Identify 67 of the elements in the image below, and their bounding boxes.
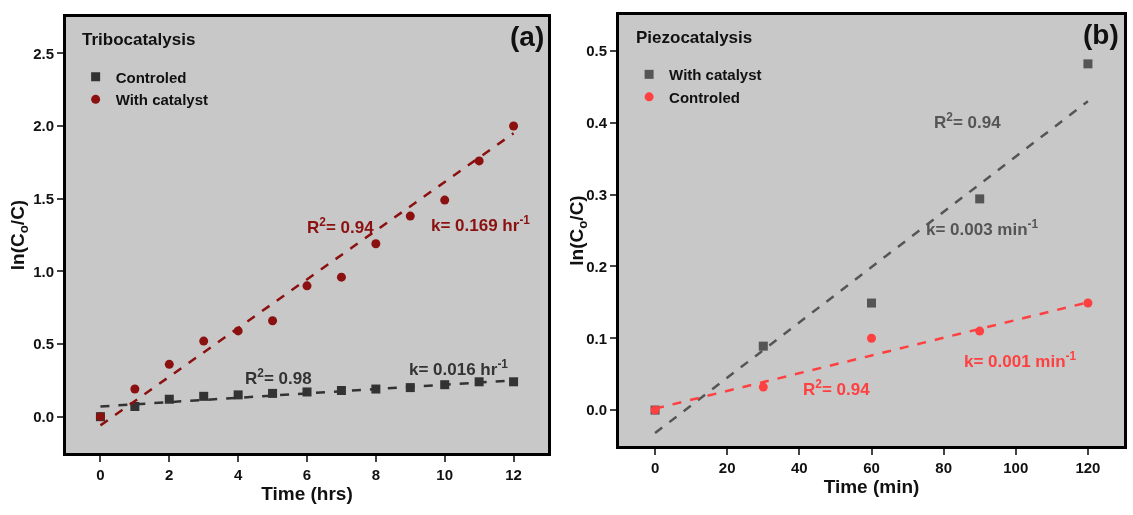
annotation: k= 0.003 min$^{-1}$ xyxy=(926,217,1039,240)
legend-label: With catalyst xyxy=(115,91,209,109)
x-tick-label: 0 xyxy=(650,459,660,476)
legend-label: Controled xyxy=(115,68,187,86)
point xyxy=(474,156,484,166)
x-tick-label: 40 xyxy=(791,459,808,476)
y-tick-label: 2.5 xyxy=(33,44,54,62)
point xyxy=(405,211,415,221)
annotation: (b) xyxy=(1083,19,1119,50)
point xyxy=(509,377,519,387)
legend-label: Controled xyxy=(669,88,740,106)
x-tick-label: 2 xyxy=(165,466,174,483)
annotation: R$^{2}$= 0.98 xyxy=(245,366,312,389)
y-tick-label: 0.3 xyxy=(586,185,607,203)
annotation: R$^{2}$= 0.94 xyxy=(803,377,871,400)
x-tick-label: 10 xyxy=(436,466,454,483)
x-tick-label: 12 xyxy=(505,466,522,483)
point xyxy=(268,388,278,398)
y-tick-label: 1.5 xyxy=(33,189,54,207)
point xyxy=(867,298,876,308)
annotation: R$^{2}$= 0.94 xyxy=(307,215,375,238)
annotation: k= 0.001 min$^{-1}$ xyxy=(964,349,1077,372)
point xyxy=(975,194,985,204)
x-axis-title: Time (hrs) xyxy=(261,483,353,504)
x-tick-label: 100 xyxy=(1003,459,1029,476)
x-axis-title: Time (min) xyxy=(823,476,920,497)
y-tick-label: 0.5 xyxy=(33,335,54,353)
annotation: R$^{2}$= 0.94 xyxy=(934,110,1002,133)
x-tick-label: 20 xyxy=(718,459,736,476)
y-tick-label: 1.0 xyxy=(33,262,54,280)
x-tick-label: 6 xyxy=(302,466,312,483)
point xyxy=(1083,298,1093,308)
x-tick-label: 8 xyxy=(371,466,381,483)
point xyxy=(758,382,768,392)
annotation: k= 0.016 hr$^{-1}$ xyxy=(409,357,509,380)
y-tick-label: 0.4 xyxy=(586,114,608,131)
point xyxy=(336,272,346,282)
legend-label: With catalyst xyxy=(669,66,762,84)
y-tick-label: 0.0 xyxy=(586,401,607,419)
point xyxy=(164,394,174,404)
point xyxy=(371,239,381,249)
point xyxy=(233,390,243,400)
point xyxy=(1083,59,1093,69)
point xyxy=(199,391,209,401)
y-tick-label: 0.5 xyxy=(586,42,607,60)
annotation: k= 0.169 hr$^{-1}$ xyxy=(431,213,531,236)
point xyxy=(130,384,140,394)
x-tick-label: 60 xyxy=(863,459,880,476)
point xyxy=(164,359,174,369)
y-tick-label: 0.0 xyxy=(33,407,54,425)
point xyxy=(758,341,768,351)
x-tick-label: 0 xyxy=(96,466,105,483)
point xyxy=(199,336,209,346)
text: Piezocatalysis xyxy=(636,28,753,47)
point xyxy=(268,316,278,326)
y-tick-label: 0.2 xyxy=(586,257,607,275)
point xyxy=(440,195,450,205)
text: Tribocatalysis xyxy=(82,30,196,49)
point xyxy=(302,281,312,291)
x-tick-label: 80 xyxy=(935,459,952,476)
x-tick-label: 120 xyxy=(1075,459,1101,476)
y-tick-label: 0.1 xyxy=(586,329,607,347)
point xyxy=(867,333,876,343)
y-tick-label: 2.0 xyxy=(33,117,54,135)
x-tick-label: 4 xyxy=(233,466,243,483)
annotation: (a) xyxy=(510,21,545,52)
point xyxy=(509,121,519,131)
